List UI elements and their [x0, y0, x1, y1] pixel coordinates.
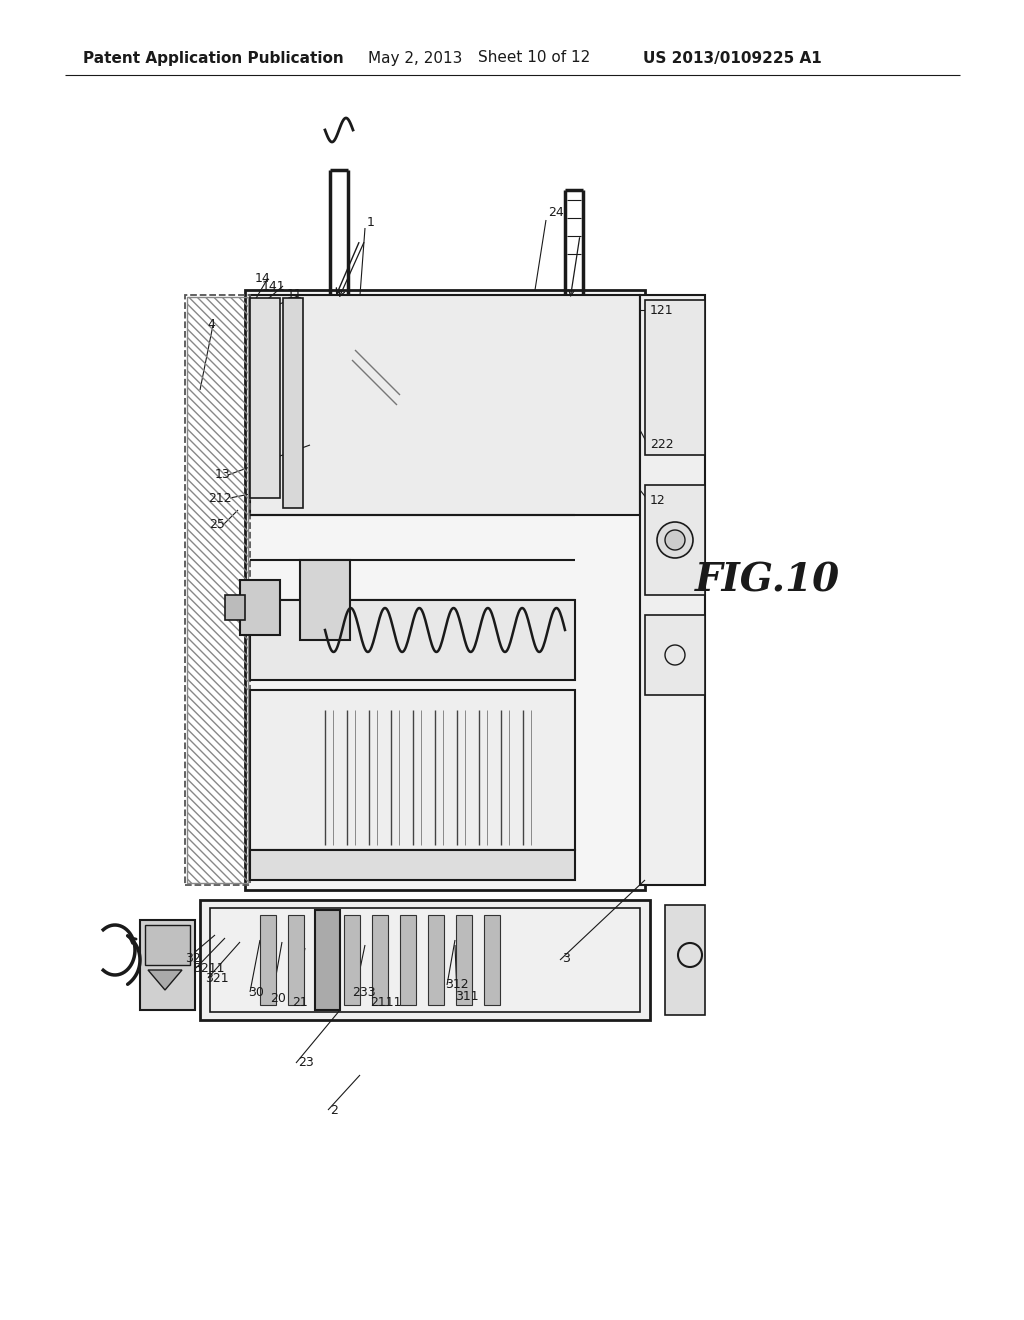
Text: Sheet 10 of 12: Sheet 10 of 12	[478, 50, 590, 66]
Text: 141: 141	[261, 280, 285, 293]
Text: 24: 24	[548, 206, 564, 219]
Polygon shape	[148, 970, 182, 990]
Bar	[344, 915, 360, 1005]
Bar	[240, 579, 280, 635]
Text: 25: 25	[209, 519, 225, 532]
Text: 30: 30	[248, 986, 264, 998]
Bar	[645, 484, 705, 595]
Text: 23: 23	[298, 1056, 313, 1069]
Text: 212: 212	[208, 491, 232, 504]
Circle shape	[665, 531, 685, 550]
Text: Patent Application Publication: Patent Application Publication	[83, 50, 344, 66]
Bar	[200, 900, 650, 1020]
Text: US 2013/0109225 A1: US 2013/0109225 A1	[643, 50, 821, 66]
Text: 32: 32	[185, 952, 201, 965]
Text: 311: 311	[455, 990, 478, 1002]
Bar	[187, 297, 248, 883]
Bar	[260, 915, 276, 1005]
Bar	[225, 595, 245, 620]
Text: 222: 222	[650, 438, 674, 451]
Bar	[250, 690, 575, 850]
Bar	[645, 615, 705, 696]
Text: 3211: 3211	[193, 961, 224, 974]
Bar	[210, 908, 640, 1012]
Text: 321: 321	[205, 972, 228, 985]
Text: 14: 14	[254, 272, 270, 285]
Circle shape	[657, 521, 693, 558]
Text: 121: 121	[650, 304, 674, 317]
Bar	[428, 915, 444, 1005]
Text: 13: 13	[214, 469, 230, 482]
Text: 20: 20	[270, 991, 286, 1005]
Bar	[250, 294, 640, 515]
Bar	[250, 298, 280, 498]
Bar	[288, 915, 304, 1005]
Text: 4: 4	[207, 318, 215, 331]
Text: 21: 21	[292, 997, 308, 1010]
Bar	[300, 560, 350, 640]
Bar	[315, 909, 340, 1010]
Text: 3: 3	[562, 952, 570, 965]
Bar	[250, 601, 575, 680]
Bar	[245, 290, 645, 890]
Text: 233: 233	[352, 986, 376, 999]
Text: 12: 12	[650, 494, 666, 507]
Bar	[665, 906, 705, 1015]
Bar	[400, 915, 416, 1005]
Text: 1: 1	[367, 215, 375, 228]
Bar	[185, 294, 250, 884]
Text: 312: 312	[445, 978, 469, 991]
Bar	[645, 300, 705, 455]
Bar	[640, 294, 705, 884]
Text: May 2, 2013: May 2, 2013	[368, 50, 463, 66]
Bar	[250, 850, 575, 880]
Text: 11: 11	[287, 289, 302, 301]
Bar	[316, 915, 332, 1005]
Bar	[372, 915, 388, 1005]
Bar	[484, 915, 500, 1005]
Bar	[283, 298, 303, 508]
Bar	[456, 915, 472, 1005]
Text: FIG.10: FIG.10	[695, 561, 840, 599]
Bar	[140, 920, 195, 1010]
Text: 2: 2	[330, 1104, 338, 1117]
Bar	[145, 925, 190, 965]
Text: 2111: 2111	[370, 997, 401, 1010]
Circle shape	[678, 942, 702, 968]
